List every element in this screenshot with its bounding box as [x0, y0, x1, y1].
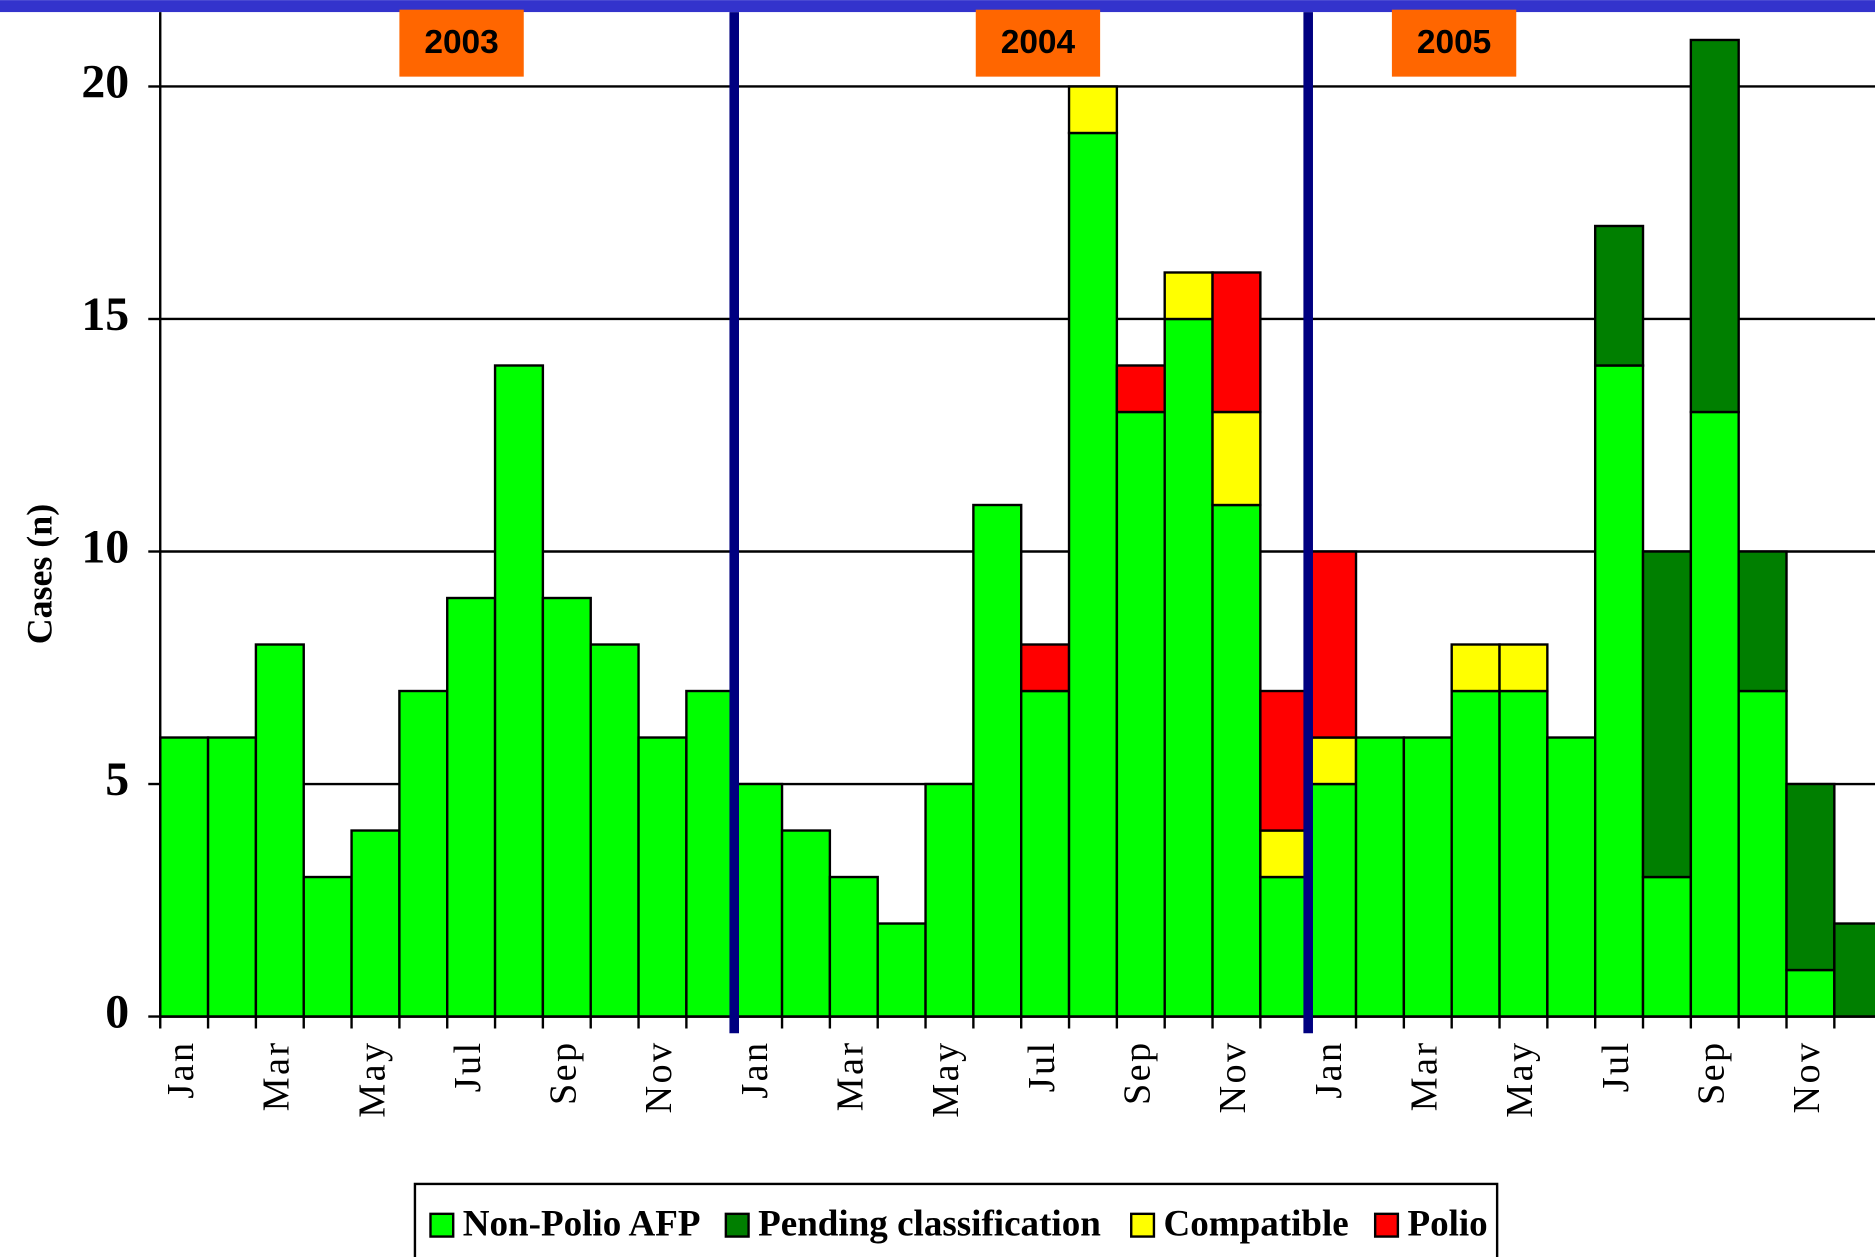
bar-segment [1306, 550, 1358, 739]
bar-segment [446, 596, 497, 1018]
x-tick-label: Sep [1691, 1040, 1733, 1105]
bar-segment [1354, 736, 1406, 1018]
x-tick-label: Nov [1786, 1040, 1828, 1113]
legend-box [413, 1182, 1499, 1257]
bar-segment [1546, 736, 1597, 1018]
y-tick-label: 15 [81, 288, 129, 341]
bar-segment [1115, 364, 1166, 414]
x-tick-label: Nov [638, 1040, 680, 1113]
legend-label: Pending classification [758, 1203, 1101, 1244]
bar-segment [1833, 922, 1875, 1018]
bar-segment [733, 782, 784, 1018]
x-tick-label: Mar [256, 1040, 298, 1111]
legend-swatch [1130, 1212, 1156, 1238]
bar-segment [828, 875, 879, 1018]
top-band [0, 0, 1875, 13]
bar-segment [1115, 410, 1166, 1018]
bar-segment [1259, 689, 1310, 832]
bar-segment [1306, 736, 1358, 786]
bar-segment [206, 736, 258, 1018]
bar-segment [1067, 131, 1119, 1018]
bar-segment [302, 875, 353, 1018]
x-tick-label: Jul [1595, 1040, 1637, 1092]
year-box [1391, 9, 1517, 77]
bar-segment [1402, 736, 1453, 1018]
bar-segment [637, 736, 688, 1018]
y-tick-label: 10 [81, 520, 129, 573]
bar-segment [1163, 271, 1214, 321]
bar-segment [1259, 875, 1310, 1018]
bar-segment [1737, 550, 1788, 693]
bar-segment [350, 829, 401, 1018]
bar-segment [1641, 550, 1693, 879]
bar-segment [1020, 643, 1071, 693]
bar-segment [1737, 689, 1788, 1018]
bar-segment [1689, 38, 1740, 414]
bar-segment [1450, 643, 1501, 693]
bar-segment [1163, 317, 1214, 1018]
x-tick-label: Mar [830, 1040, 872, 1111]
bar-segment [1067, 85, 1119, 135]
legend-label: Non-Polio AFP [463, 1203, 701, 1244]
bar-segment [685, 689, 736, 1018]
bar-segment [1211, 410, 1262, 507]
x-tick-label: Sep [543, 1040, 585, 1105]
bar-segment [1785, 782, 1836, 972]
x-tick-label: Jul [447, 1040, 489, 1092]
bar-segment [541, 596, 592, 1018]
y-tick-label: 20 [81, 55, 129, 108]
year-label: 2003 [424, 24, 498, 61]
x-tick-label: Jul [1021, 1040, 1063, 1092]
bar-segment [398, 689, 449, 1018]
bar-segment [159, 736, 210, 1018]
x-tick-label: May [925, 1040, 967, 1117]
year-box [975, 9, 1101, 77]
bar-segment [1020, 689, 1071, 1018]
bar-segment [493, 364, 545, 1018]
bar-segment [1498, 643, 1549, 693]
year-box [399, 9, 524, 77]
bar-segment [1593, 224, 1645, 367]
x-tick-label: Jan [160, 1040, 202, 1098]
bar-segment [780, 829, 832, 1018]
y-axis-label: Cases (n) [19, 504, 59, 644]
bar-segment [589, 643, 640, 1018]
x-tick-label: Jan [734, 1040, 776, 1098]
x-tick-label: Sep [1117, 1040, 1159, 1105]
legend-label: Polio [1407, 1203, 1487, 1244]
bar-segment [1259, 829, 1310, 879]
legend-swatch [724, 1212, 750, 1238]
bar-segment [1641, 875, 1693, 1018]
bar-segment [1498, 689, 1549, 1018]
legend-swatch [1373, 1212, 1400, 1238]
bar-segment [924, 782, 975, 1018]
bar-segment [1593, 364, 1645, 1018]
bar-segment [1450, 689, 1501, 1018]
bar-segment [254, 643, 305, 1018]
bar-segment [1211, 271, 1262, 414]
bar-segment [1306, 782, 1358, 1018]
bar-segment [972, 503, 1023, 1018]
legend-label: Compatible [1164, 1203, 1349, 1244]
legend-swatch [429, 1212, 455, 1238]
y-tick-label: 0 [105, 986, 129, 1039]
bar-segment [876, 922, 927, 1018]
bar-segment [1785, 968, 1836, 1018]
bar-segment [1211, 503, 1262, 1018]
year-label: 2005 [1417, 24, 1491, 61]
x-tick-label: May [351, 1040, 393, 1117]
x-tick-label: May [1499, 1040, 1541, 1117]
x-tick-label: Mar [1404, 1040, 1446, 1111]
x-tick-label: Nov [1212, 1040, 1254, 1113]
x-tick-label: Jan [1308, 1040, 1350, 1098]
y-tick-label: 5 [105, 753, 129, 806]
bar-segment [1689, 410, 1740, 1018]
year-label: 2004 [1001, 24, 1076, 61]
